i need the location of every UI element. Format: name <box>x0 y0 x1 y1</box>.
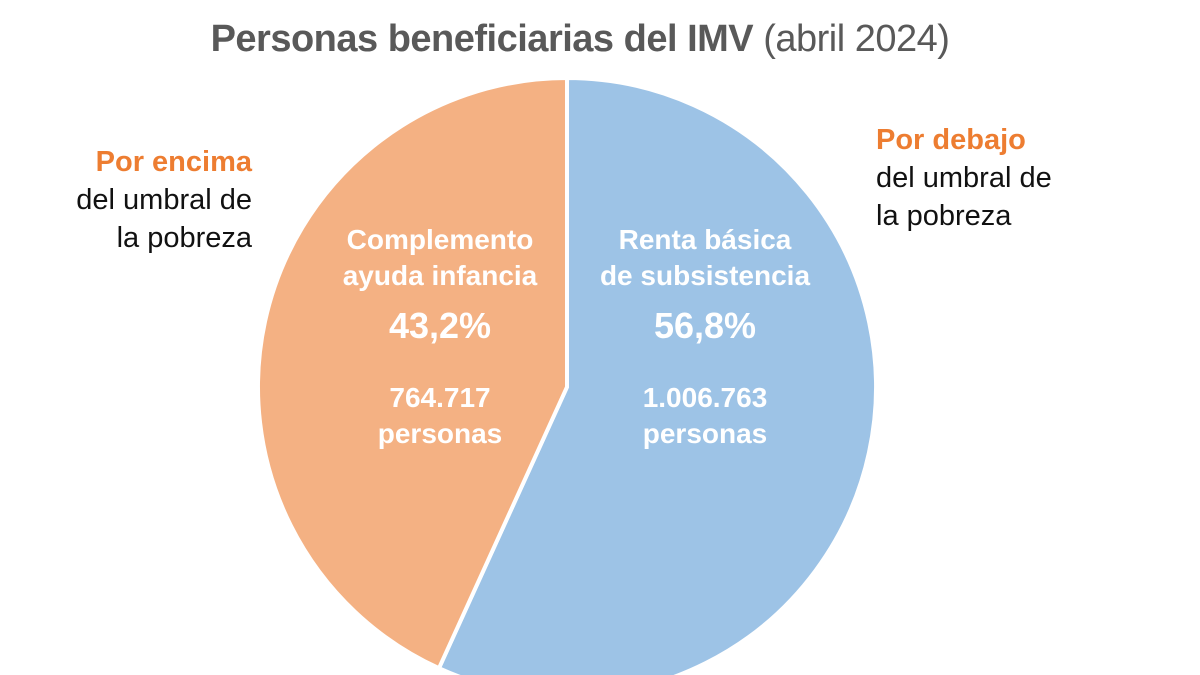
slice-name-line2: ayuda infancia <box>342 260 538 291</box>
annotation-left: Por encima del umbral de la pobreza <box>76 143 252 257</box>
slice-percent: 43,2% <box>388 305 492 346</box>
annotation-right: Por debajo del umbral de la pobreza <box>876 121 1052 235</box>
annotation-left-line3: la pobreza <box>116 222 252 254</box>
chart-title: Personas beneficiarias del IMV (abril 20… <box>0 18 1160 61</box>
annotation-right-highlight: Por debajo <box>876 124 1026 156</box>
slice-name-line1: Complemento <box>346 224 534 255</box>
annotation-right-line3: la pobreza <box>876 200 1012 232</box>
slice-count: 764.717 <box>389 382 491 413</box>
slice-unit: personas <box>642 418 768 449</box>
title-subtitle: (abril 2024) <box>763 18 950 60</box>
slice-name-line1: Renta básica <box>618 224 792 255</box>
slice-percent: 56,8% <box>653 305 757 346</box>
slice-unit: personas <box>377 418 503 449</box>
annotation-right-line2: del umbral de <box>876 162 1052 194</box>
slice-label-renta: Renta básica de subsistencia 56,8% 1.006… <box>570 222 840 452</box>
annotation-left-highlight: Por encima <box>95 146 252 178</box>
slice-count: 1.006.763 <box>642 382 768 413</box>
pie-slice-0 <box>436 75 878 675</box>
slice-name-line2: de subsistencia <box>599 260 811 291</box>
pie-slice-1 <box>256 75 569 671</box>
annotation-left-line2: del umbral de <box>76 184 252 216</box>
slice-label-complemento: Complemento ayuda infancia 43,2% 764.717… <box>310 222 570 452</box>
title-main: Personas beneficiarias del IMV <box>210 18 754 60</box>
